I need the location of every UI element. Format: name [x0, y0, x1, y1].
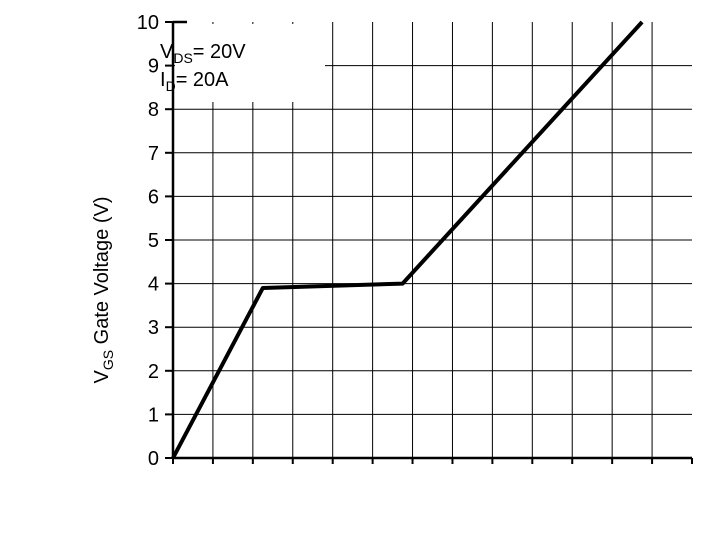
y-tick-label: 2	[148, 361, 159, 383]
y-tick-label: 5	[148, 230, 159, 252]
y-tick-label: 7	[148, 143, 159, 165]
annotation-vds: VDS= 20V	[160, 41, 246, 66]
y-tick-label: 6	[148, 186, 159, 208]
y-tick-label: 4	[148, 274, 159, 296]
y-tick-label: 3	[148, 317, 159, 339]
y-axis-label: VGS Gate Voltage (V)	[91, 197, 116, 384]
y-tick-labels: 0 1 2 3 4 5 6 7 8 9 10	[137, 12, 693, 470]
chart-annotation: VDS= 20V ID= 20A	[160, 41, 246, 94]
chart-grid	[173, 22, 692, 458]
y-tick-label: 8	[148, 99, 159, 121]
svg-text:VGS Gate Voltage (V): VGS Gate Voltage (V)	[91, 197, 116, 384]
series-line	[171, 20, 644, 459]
y-tick-label: 10	[137, 12, 159, 34]
y-tick-label: 1	[148, 404, 159, 426]
annotation-background	[175, 24, 325, 102]
y-tick-label: 9	[148, 56, 159, 78]
chart-series	[171, 20, 644, 459]
annotation-id: ID= 20A	[160, 69, 229, 94]
y-tick-label: 0	[148, 448, 159, 470]
